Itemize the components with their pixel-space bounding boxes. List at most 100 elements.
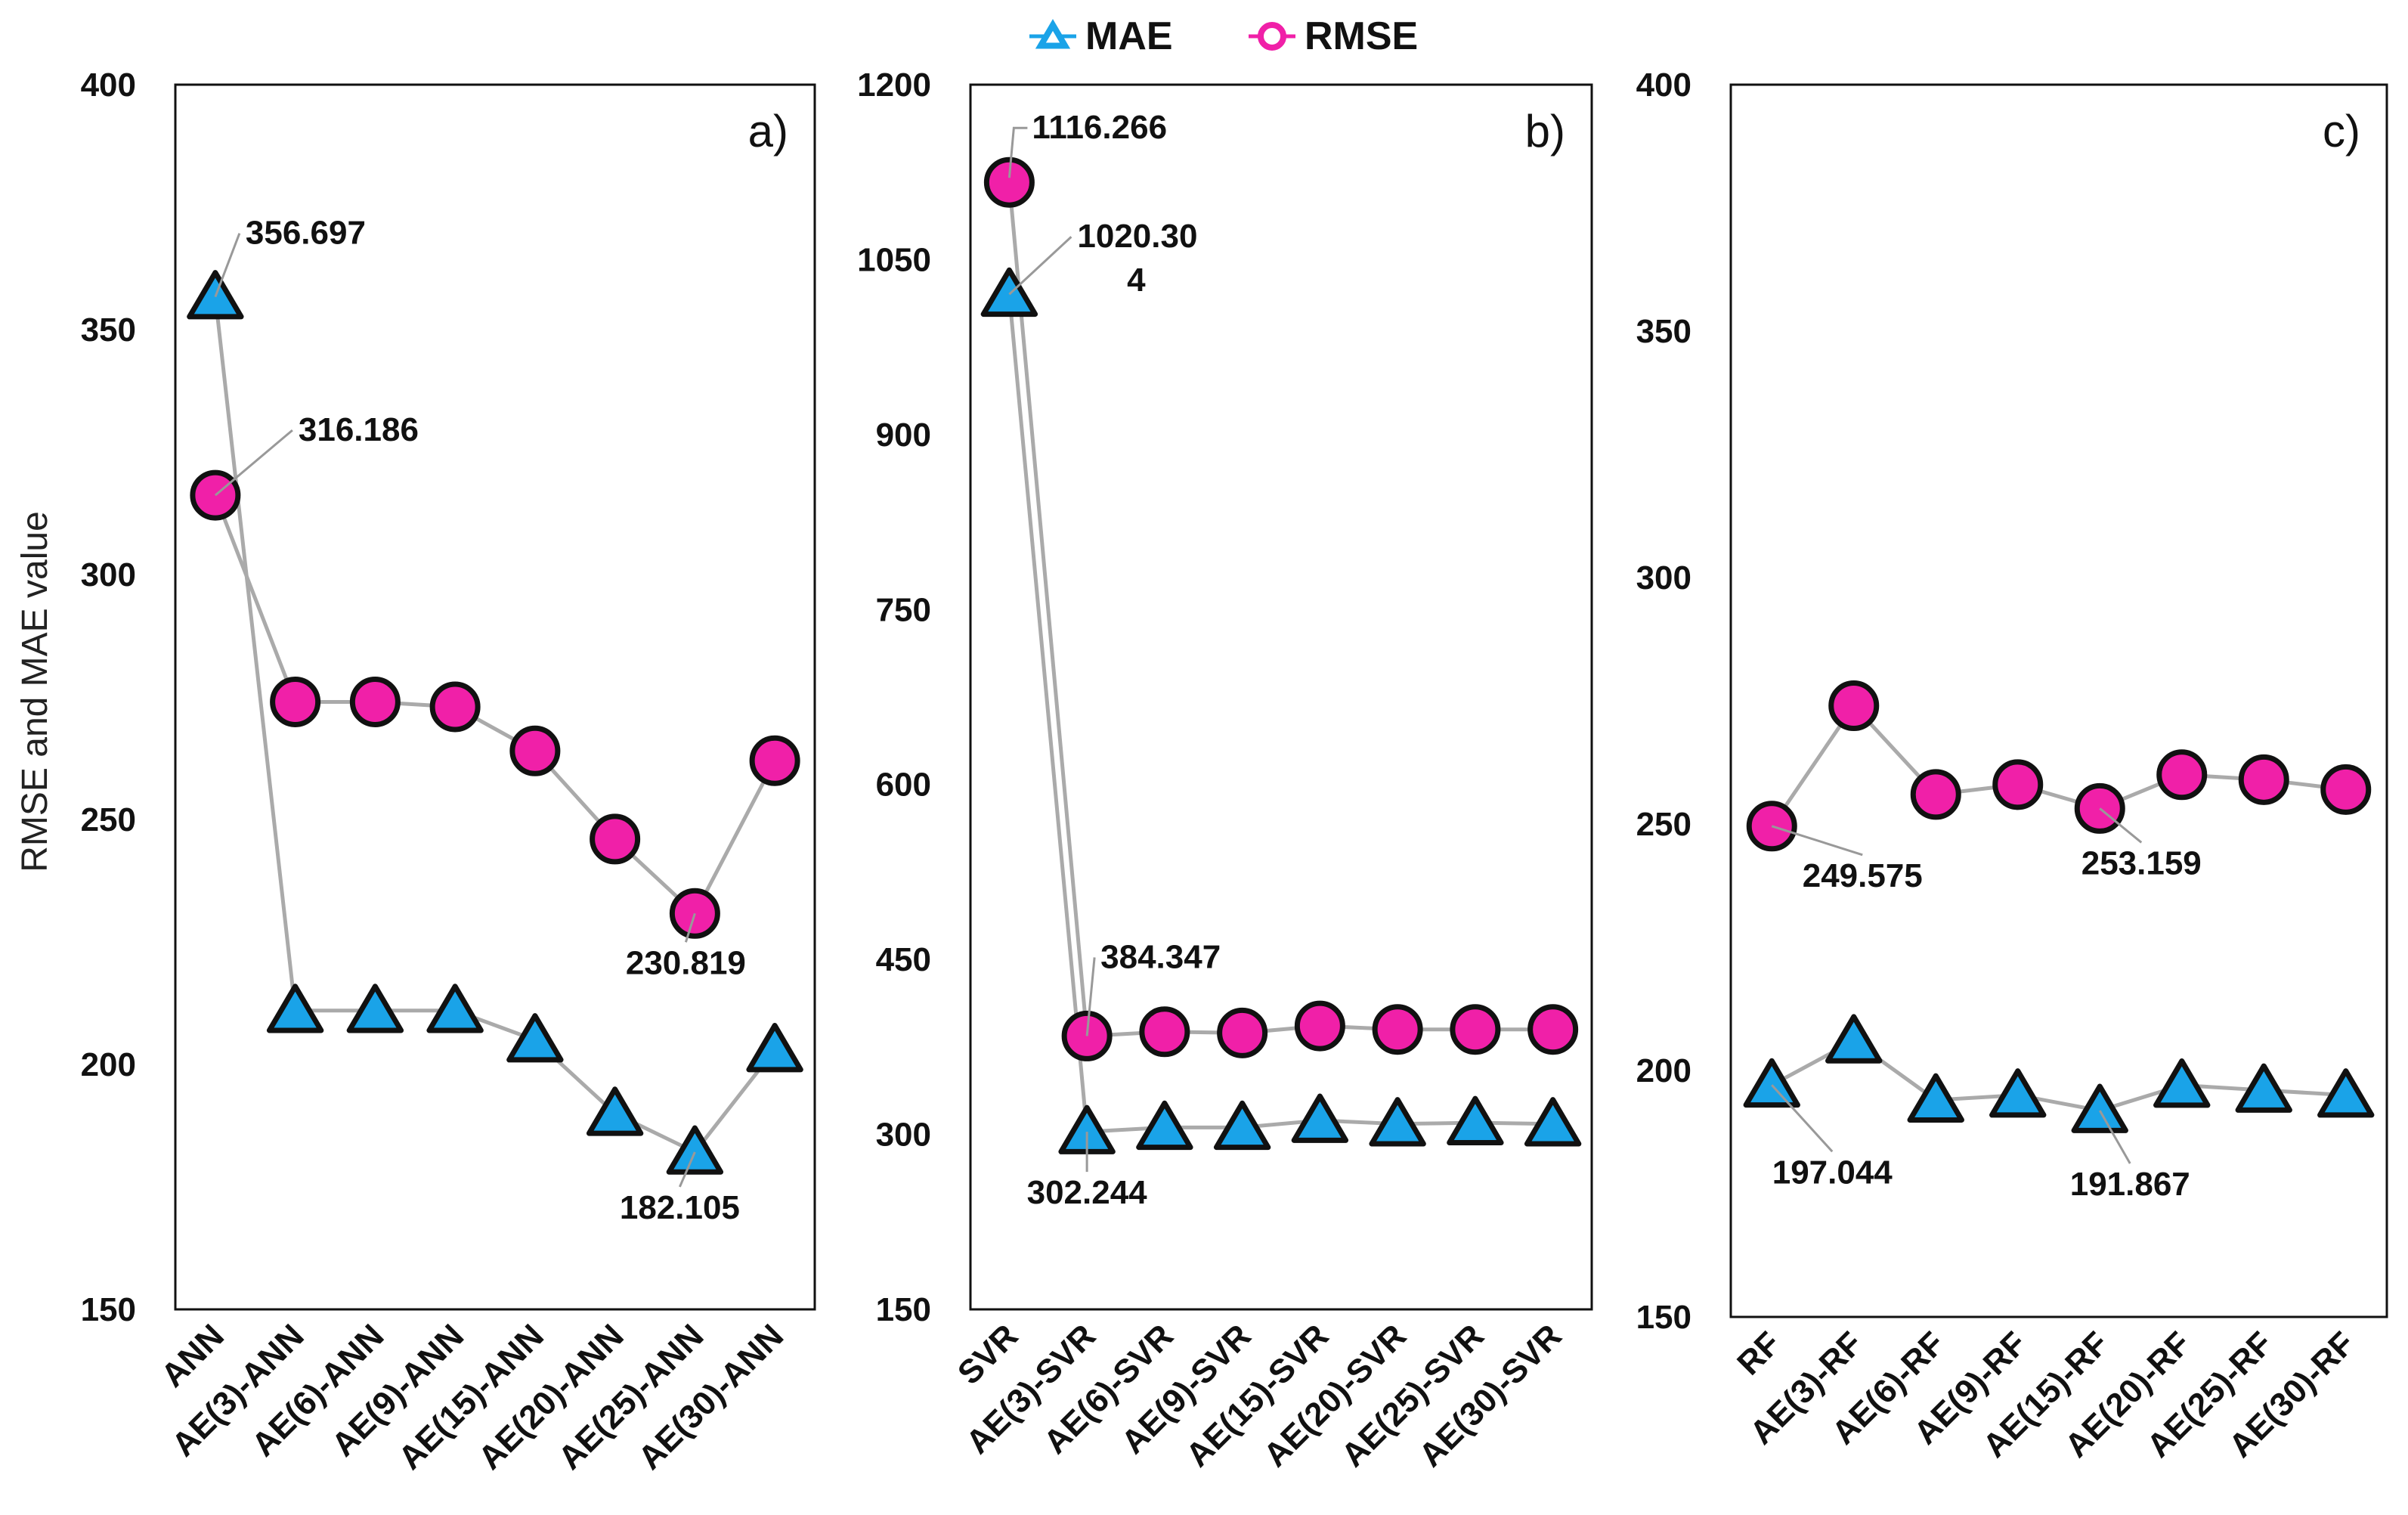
panel-label: c) [2323,106,2360,156]
annotation-label: 316.186 [299,411,419,448]
rmse-point [1372,1004,1423,1055]
annotation-leader [214,233,241,298]
mae-point [1907,1073,1964,1123]
mae-point [1989,1068,2047,1118]
mae-point [346,984,404,1033]
rmse-point [749,735,800,786]
y-tick-label: 400 [1636,67,1691,104]
mae-point [1825,1014,1883,1064]
plot-frame [969,83,1593,1311]
mae-point [266,984,324,1033]
annotation-leader [1085,957,1096,1036]
mae-point [980,267,1038,318]
rmse-point [1294,1000,1345,1052]
annotation-label-cont: 4 [1127,262,1146,299]
series-line-rmse [1007,181,1553,1039]
annotation-leader [2098,1110,2131,1164]
panel-1: 150200250300350400a)ANNAE(3)-ANNAE(6)-AN… [81,67,816,1476]
rmse-point [1910,769,1961,820]
y-tick-label: 400 [81,67,136,104]
rmse-point [983,156,1035,208]
panel-3: 150200250300350400c)RFAE(3)-RFAE(6)-RFAE… [1636,67,2388,1464]
y-tick-label: 250 [1636,806,1691,843]
annotation-label: 1020.30 [1077,218,1197,255]
mae-point [746,1023,803,1073]
mae-point [1291,1093,1349,1143]
rmse-point [1828,680,1880,732]
annotation-leader [1007,126,1028,178]
annotation-label: 249.575 [1803,857,1923,894]
mae-point [666,1125,724,1175]
annotation-label: 384.347 [1100,938,1221,975]
annotation-leader [214,429,293,497]
rmse-point [1450,1004,1501,1055]
legend-mae-label: MAE [1085,14,1173,58]
mae-point [1743,1058,1800,1108]
mae-point [1136,1100,1193,1151]
panels: 150200250300350400a)ANNAE(3)-ANNAE(6)-AN… [81,67,2388,1476]
y-tick-label: 300 [876,1117,931,1154]
y-tick-label: 250 [81,801,136,838]
y-tick-label: 300 [81,556,136,593]
plot-frame [174,83,816,1311]
y-tick-label: 900 [876,417,931,454]
mae-point [1524,1097,1582,1147]
y-tick-label: 750 [876,591,931,628]
rmse-point [1527,1004,1579,1055]
rmse-point [1139,1006,1190,1058]
mae-point [1369,1097,1426,1147]
annotation-label: 1116.266 [1032,109,1167,146]
mae-point [506,1013,564,1063]
rmse-point [1992,759,2044,810]
legend-rmse-marker [1258,22,1286,51]
annotation-label: 197.044 [1772,1154,1893,1191]
rmse-point [2320,764,2372,815]
legend-mae-marker [1035,19,1071,49]
annotation-leader [1008,236,1072,296]
annotation-label: 253.159 [2081,844,2202,881]
annotation-label: 302.244 [1027,1174,1148,1211]
y-tick-label: 200 [1636,1052,1691,1089]
legend: MAE RMSE [1029,14,1418,58]
annotation-label: 182.105 [620,1189,740,1226]
y-tick-label: 200 [81,1046,136,1083]
annotation-label: 191.867 [2070,1166,2190,1203]
rmse-point [590,813,641,865]
rmse-point [1217,1007,1268,1058]
rmse-point [2238,754,2289,805]
y-tick-label: 350 [1636,313,1691,350]
annotation-label: 356.697 [246,215,366,252]
mae-point [2235,1063,2292,1113]
rmse-point [509,725,561,776]
panel-2: 15030045060075090010501200b)SVRAE(3)-SVR… [857,67,1593,1474]
mae-point [426,984,484,1033]
mae-point [1213,1100,1271,1151]
mae-point [586,1086,644,1136]
mae-point [2317,1068,2375,1118]
y-tick-label: 150 [81,1291,136,1328]
plot-frame [1729,83,2388,1318]
rmse-point [349,676,401,727]
annotation-label: 230.819 [626,944,746,981]
y-tick-label: 300 [1636,559,1691,596]
y-tick-label: 450 [876,941,931,978]
annotation-leader [2099,807,2143,844]
rmse-point [429,681,481,733]
rmse-point [270,676,321,727]
annotation-leader [1771,825,1863,857]
y-tick-label: 600 [876,767,931,804]
rmse-point [2156,749,2208,801]
y-tick-label: 1200 [857,67,931,104]
annotation-leader [678,1151,696,1188]
mae-point [2071,1083,2128,1133]
x-tick-label: RF [1730,1324,1787,1382]
panel-label: b) [1525,106,1565,156]
legend-rmse-label: RMSE [1305,14,1418,58]
y-tick-label: 150 [1636,1299,1691,1336]
mae-point [2153,1058,2211,1108]
y-tick-label: 350 [81,311,136,349]
annotation-leader [684,912,696,943]
y-tick-label: 1050 [857,241,931,278]
mae-point [1447,1095,1504,1145]
